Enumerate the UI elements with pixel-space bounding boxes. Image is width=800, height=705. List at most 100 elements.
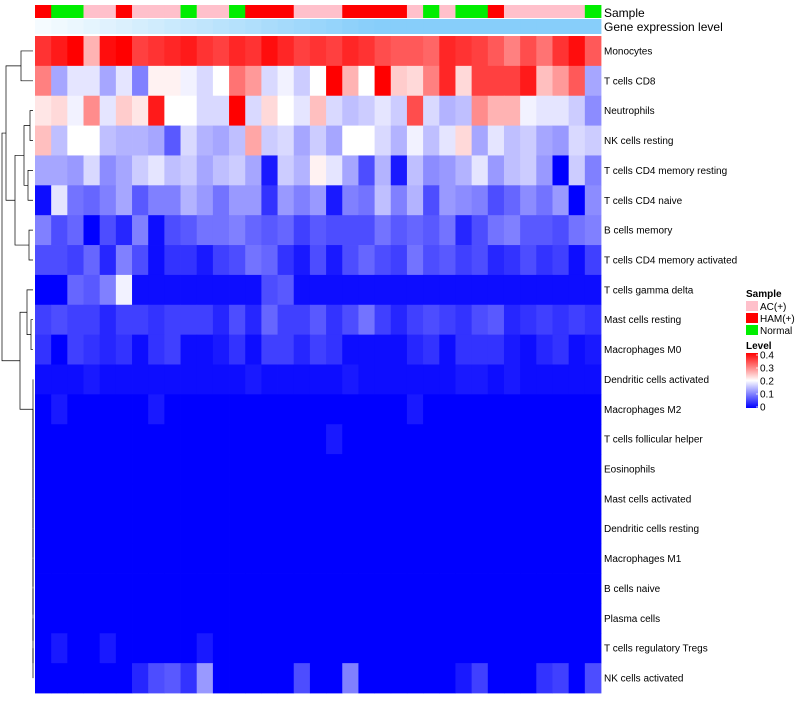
- heatmap-cell: [309, 304, 327, 336]
- heatmap-cell: [35, 573, 52, 604]
- heatmap-cell: [132, 603, 149, 634]
- gene-annotation-cell: [568, 19, 586, 34]
- heatmap-cell: [212, 633, 230, 664]
- heatmap-cell: [277, 633, 295, 664]
- heatmap-cell: [245, 454, 262, 485]
- heatmap-cell: [115, 304, 133, 336]
- heatmap-cell: [196, 245, 214, 276]
- heatmap-cell: [164, 215, 181, 246]
- heatmap-cell: [212, 215, 230, 246]
- heatmap-cell: [148, 215, 165, 246]
- heatmap-cell: [212, 65, 230, 97]
- gene-annotation-cell: [326, 19, 343, 34]
- heatmap-cell: [164, 95, 181, 126]
- heatmap-cell: [35, 274, 52, 306]
- heatmap-cell: [309, 454, 327, 485]
- sample-annotation-cell: [245, 5, 262, 18]
- heatmap-cell: [374, 274, 392, 306]
- heatmap-cell: [180, 603, 198, 634]
- heatmap-cell: [487, 65, 505, 97]
- gene-annotation-cell: [164, 19, 181, 34]
- heatmap-cell: [439, 65, 456, 97]
- heatmap-cell: [51, 543, 68, 574]
- heatmap-cell: [148, 334, 165, 365]
- heatmap-cell: [326, 543, 343, 574]
- heatmap-cell: [277, 663, 295, 694]
- heatmap-cell: [568, 364, 586, 395]
- heatmap-cell: [536, 394, 553, 425]
- heatmap-cell: [35, 245, 52, 276]
- heatmap-cell: [358, 215, 375, 246]
- heatmap-cell: [455, 454, 473, 485]
- heatmap-cell: [212, 125, 230, 156]
- heatmap-cell: [390, 304, 408, 336]
- heatmap-cell: [261, 65, 278, 97]
- heatmap-cell: [342, 36, 359, 67]
- heatmap-cell: [584, 633, 602, 664]
- heatmap-cell: [374, 125, 392, 156]
- heatmap-cell: [342, 274, 359, 306]
- heatmap-cell: [471, 304, 489, 336]
- heatmap-cell: [229, 483, 246, 515]
- heatmap-cell: [374, 573, 392, 604]
- heatmap-cell: [261, 125, 278, 156]
- heatmap-cell: [132, 483, 149, 515]
- heatmap-cell: [51, 454, 68, 485]
- heatmap-cell: [423, 185, 440, 216]
- heatmap-cell: [471, 125, 489, 156]
- heatmap-cell: [99, 483, 117, 515]
- sample-legend-label: HAM(+): [760, 314, 795, 325]
- heatmap-cell: [309, 185, 327, 216]
- heatmap-cell: [99, 155, 117, 186]
- heatmap-cell: [503, 334, 521, 365]
- level-tick-label: 0.3: [760, 364, 774, 375]
- heatmap-cell: [455, 185, 473, 216]
- heatmap-cell: [326, 36, 343, 67]
- heatmap-cell: [309, 125, 327, 156]
- heatmap-cell: [390, 424, 408, 455]
- heatmap-cell: [520, 215, 537, 246]
- heatmap-cell: [261, 483, 278, 515]
- heatmap-cell: [487, 245, 505, 276]
- heatmap-cell: [584, 334, 602, 365]
- heatmap-cell: [568, 543, 586, 574]
- sample-annotation-cell: [83, 5, 101, 18]
- row-label: Macrophages M2: [604, 405, 682, 416]
- heatmap-cell: [51, 663, 68, 694]
- heatmap-cell: [406, 603, 424, 634]
- gene-annotation-cell: [520, 19, 537, 34]
- heatmap-cell: [115, 513, 133, 545]
- heatmap-cell: [406, 543, 424, 574]
- gene-annotation-cell: [51, 19, 68, 34]
- heatmap-cell: [164, 36, 181, 67]
- heatmap-cell: [245, 633, 262, 664]
- heatmap-cell: [277, 454, 295, 485]
- heatmap-cell: [309, 274, 327, 306]
- heatmap-cell: [51, 95, 68, 126]
- heatmap-cell: [132, 274, 149, 306]
- heatmap-cell: [406, 394, 424, 425]
- heatmap-cell: [423, 304, 440, 336]
- heatmap-cell: [503, 454, 521, 485]
- heatmap-cell: [536, 334, 553, 365]
- heatmap-cell: [180, 513, 198, 545]
- heatmap-cell: [455, 245, 473, 276]
- heatmap-cell: [471, 394, 489, 425]
- heatmap-cell: [358, 36, 375, 67]
- gene-annotation-cell: [374, 19, 392, 34]
- heatmap-cell: [132, 633, 149, 664]
- heatmap-cell: [115, 125, 133, 156]
- heatmap-cell: [277, 215, 295, 246]
- heatmap-cell: [245, 65, 262, 97]
- heatmap-cell: [439, 394, 456, 425]
- dendrogram-link: [1, 132, 20, 362]
- sample-legend-title: Sample: [746, 289, 782, 300]
- heatmap-cell: [584, 603, 602, 634]
- sample-legend-entries: AC(+)HAM(+)Normal: [746, 301, 795, 337]
- sample-legend-label: AC(+): [760, 302, 786, 313]
- gene-annotation-cell: [245, 19, 262, 34]
- heatmap-cell: [390, 394, 408, 425]
- heatmap-cell: [99, 513, 117, 545]
- heatmap-cell: [358, 513, 375, 545]
- heatmap-cell: [439, 424, 456, 455]
